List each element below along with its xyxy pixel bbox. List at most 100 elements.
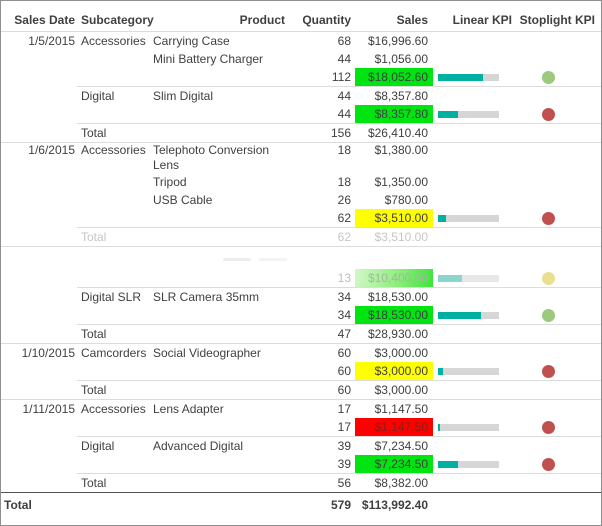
subtotal-row: 112 $18,052.60 [1, 68, 601, 86]
cell-quantity: 39 [337, 457, 351, 471]
linear-kpi-track [438, 423, 499, 431]
cell-linear-kpi [433, 400, 512, 418]
cell-product [153, 105, 285, 123]
grand-total-sales: $113,992.40 [361, 498, 428, 512]
cell-product: Mini Battery Charger [153, 52, 264, 66]
cell-product [153, 381, 285, 399]
group-total-row: Total 60 $3,000.00 [1, 381, 601, 399]
linear-kpi-bar [438, 460, 458, 468]
cell-subcategory [77, 50, 153, 68]
group-total-label: Total [81, 230, 107, 244]
cell-quantity: 47 [337, 327, 351, 341]
cell-quantity: 44 [337, 52, 351, 66]
cell-subcategory [77, 418, 153, 436]
group-total-row: Total 156 $26,410.40 [1, 124, 601, 142]
separator-line [77, 473, 601, 474]
separator-line [77, 287, 601, 288]
linear-kpi-bar [438, 214, 446, 222]
linear-kpi-track [438, 460, 499, 468]
cell-linear-kpi [433, 362, 512, 380]
cell-product: SLR Camera 35mm [153, 290, 260, 304]
column-header-product: Product [239, 13, 285, 27]
cell-product: Telephoto Conversion Lens [153, 143, 270, 172]
cell-quantity: 56 [337, 476, 351, 490]
cell-sales-date [1, 362, 77, 380]
cell-quantity: 112 [331, 70, 351, 84]
column-header-sales: Sales [396, 13, 428, 27]
cell-sales: $3,000.00 [374, 383, 428, 397]
separator-line [1, 343, 601, 344]
cell-sales: $1,380.00 [374, 143, 428, 157]
cell-sales-date [1, 288, 77, 306]
cell-linear-kpi [433, 381, 512, 399]
cell-subcategory: Digital SLR [81, 290, 142, 304]
linear-kpi-track [438, 214, 499, 222]
cell-sales: $8,357.80 [355, 105, 433, 123]
cell-linear-kpi [433, 209, 512, 227]
data-row: Digital Advanced Digital 39 $7,234.50 [1, 437, 601, 455]
separator-line [77, 380, 601, 381]
cell-linear-kpi [433, 50, 512, 68]
cell-sales-date [1, 437, 77, 455]
cell-linear-kpi [433, 269, 512, 287]
subtotal-row: 62 $3,510.00 [1, 209, 601, 227]
column-header-linear-kpi: Linear KPI [452, 13, 512, 27]
separator-line [77, 436, 601, 437]
cell-quantity: 62 [337, 211, 351, 225]
cell-product [153, 306, 285, 324]
stoplight-yellow-icon [541, 271, 555, 285]
cell-sales-date [1, 68, 77, 86]
cell-sales: $1,350.00 [374, 175, 428, 189]
cell-quantity: 34 [337, 308, 351, 322]
column-header-stoplight-kpi: Stoplight KPI [519, 13, 595, 27]
cell-quantity: 39 [337, 439, 351, 453]
stoplight-red-icon [541, 211, 555, 225]
grand-total-linear-kpi-spacer [433, 493, 512, 517]
cell-quantity: 26 [337, 193, 351, 207]
stoplight-red-icon [541, 420, 555, 434]
cell-sales-date: 1/5/2015 [28, 34, 75, 48]
cell-sales: $1,147.50 [355, 418, 433, 436]
stoplight-red-icon [541, 457, 555, 471]
cell-product: Advanced Digital [153, 439, 244, 453]
cell-quantity: 62 [337, 230, 351, 244]
cell-linear-kpi [433, 105, 512, 123]
cell-quantity: 13 [337, 271, 351, 285]
grand-total-label: Total [4, 498, 32, 512]
cell-linear-kpi [433, 32, 512, 50]
column-header-subcategory: Subcategory [81, 13, 154, 27]
cell-sales: $18,530.00 [355, 306, 433, 324]
cell-subcategory: Accessories [81, 402, 146, 416]
grand-total-divider [1, 492, 601, 493]
linear-kpi-track [438, 73, 499, 81]
separator-line [1, 142, 601, 143]
cell-stoplight-kpi [512, 455, 584, 473]
cell-stoplight-kpi [512, 124, 584, 142]
cell-stoplight-kpi [512, 68, 584, 86]
separator-line [77, 324, 601, 325]
cell-product [153, 269, 285, 287]
cell-sales-date [1, 87, 77, 105]
cell-quantity: 156 [330, 126, 351, 140]
cell-linear-kpi [433, 124, 512, 142]
column-header-quantity: Quantity [302, 13, 351, 27]
cell-sales-date [1, 418, 77, 436]
faded-row [1, 247, 601, 269]
cell-quantity: 18 [337, 143, 351, 157]
separator-line [1, 399, 601, 400]
cell-product [153, 325, 285, 343]
cell-sales-date [1, 228, 77, 246]
cell-product [153, 455, 285, 473]
stoplight-green-icon [541, 70, 555, 84]
cell-stoplight-kpi [512, 400, 584, 418]
cell-linear-kpi [433, 87, 512, 105]
cell-quantity: 68 [337, 34, 351, 48]
cell-stoplight-kpi [512, 87, 584, 105]
cell-subcategory [77, 269, 153, 287]
subtotal-row: 60 $3,000.00 [1, 362, 601, 380]
group-total-row: Total 62 $3,510.00 [1, 228, 601, 246]
cell-sales: $26,410.40 [367, 126, 428, 140]
cell-stoplight-kpi [512, 228, 584, 246]
cell-subcategory [77, 306, 153, 324]
cell-product [153, 228, 285, 246]
